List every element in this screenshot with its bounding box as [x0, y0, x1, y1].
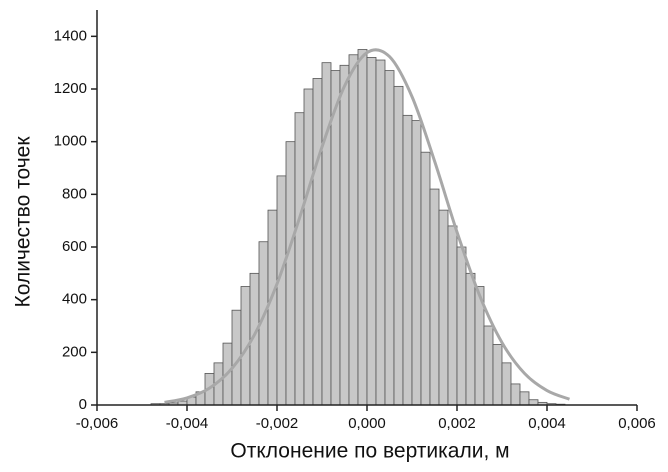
x-tick-label: -0,002 [256, 415, 299, 432]
bar [366, 57, 377, 406]
bar [447, 225, 458, 406]
bar [312, 78, 323, 406]
bar [519, 391, 530, 406]
y-tick-label: 1200 [54, 80, 87, 97]
x-tick-label: 0,002 [438, 415, 476, 432]
bar [492, 344, 503, 406]
y-tick-label: 200 [62, 343, 87, 360]
bar [483, 325, 494, 406]
bars [150, 49, 566, 406]
bar [276, 175, 287, 406]
x-tick-label: 0,000 [348, 415, 386, 432]
bar [510, 383, 521, 406]
fit-curve [164, 48, 571, 404]
y-axis-title: Количество точек [12, 136, 35, 308]
bar [420, 151, 431, 406]
bar [285, 141, 296, 406]
bar [501, 362, 512, 406]
y-tick-label: 800 [62, 185, 87, 202]
y-tick-label: 400 [62, 291, 87, 308]
bar [339, 64, 350, 406]
x-tick-label: 0,006 [618, 415, 656, 432]
y-tick-label: 1000 [54, 133, 87, 150]
bar [528, 399, 539, 406]
bar [411, 120, 422, 406]
bar [303, 88, 314, 406]
x-tick-label: -0,004 [166, 415, 209, 432]
x-tick-label: 0,004 [528, 415, 566, 432]
bar [357, 49, 368, 406]
bar [402, 114, 413, 406]
x-axis-title: Отклонение по вертикали, м [230, 440, 509, 463]
bar [294, 112, 305, 406]
y-tick-label: 600 [62, 238, 87, 255]
bar [465, 272, 476, 406]
bar [384, 70, 395, 406]
bar [375, 59, 386, 406]
bar [438, 209, 449, 406]
bar [267, 209, 278, 406]
y-tick-label: 0 [79, 396, 87, 413]
y-tick-label: 1400 [54, 27, 87, 44]
bar [429, 188, 440, 406]
bar [321, 62, 332, 406]
bar [348, 54, 359, 406]
x-tick-label: -0,006 [76, 415, 119, 432]
bar [393, 85, 404, 406]
bar [456, 246, 467, 406]
